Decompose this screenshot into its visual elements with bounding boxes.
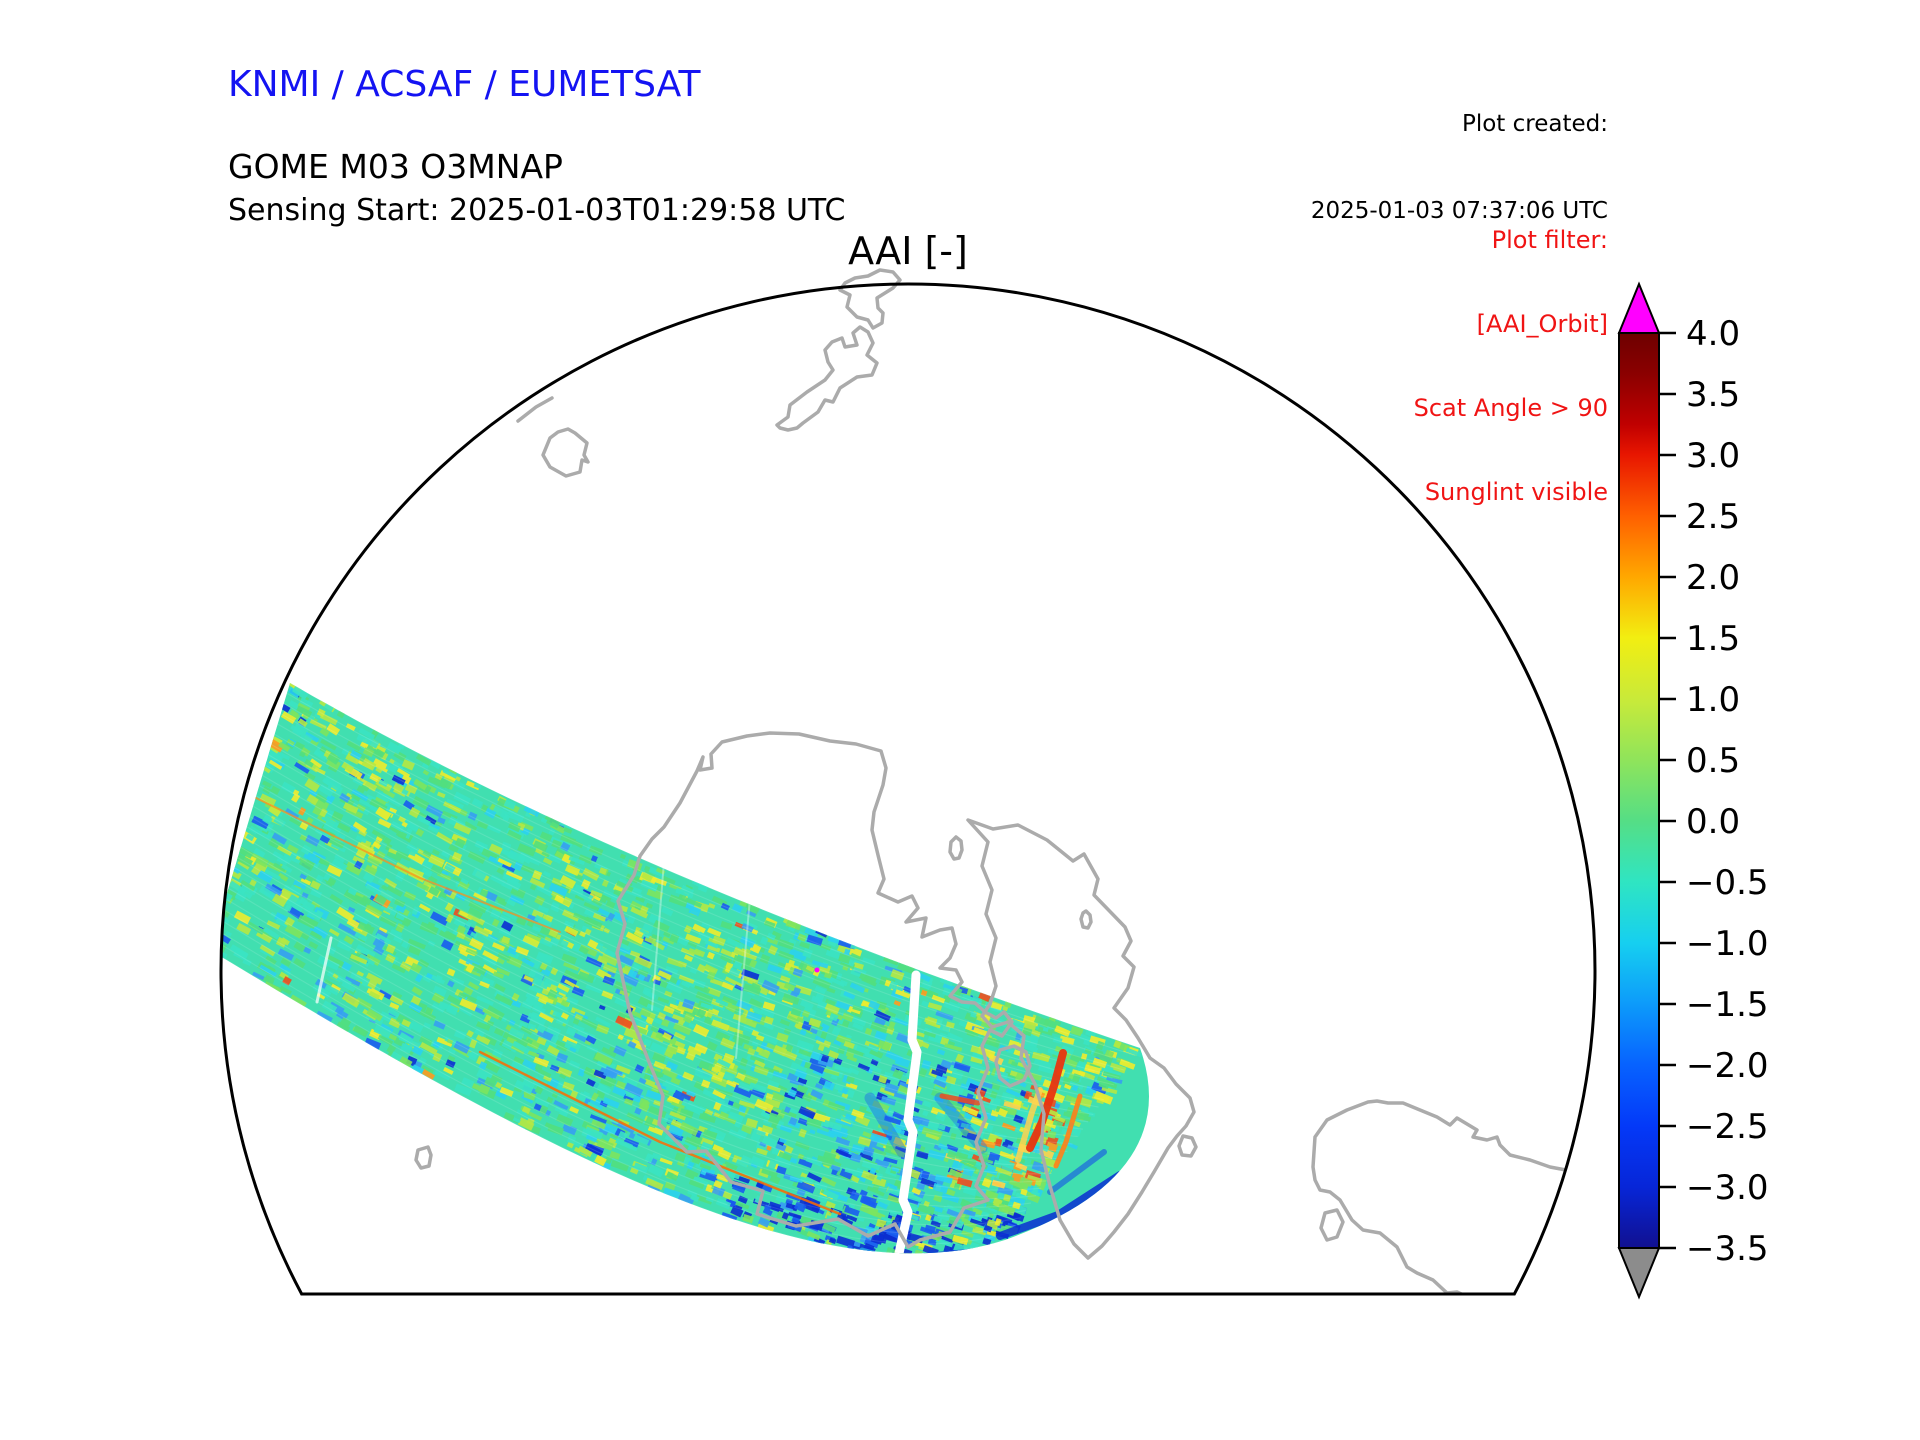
colorbar-tick-label: 3.0 [1686,436,1740,476]
coastline-islet-c [1177,1134,1198,1158]
header-brand: KNMI / ACSAF / EUMETSAT [228,64,701,105]
colorbar-tick-label: 0.5 [1686,741,1740,781]
swath-feature [478,1050,842,1216]
colorbar-over-triangle [1617,281,1661,334]
colorbar-tick-label: −1.0 [1686,924,1769,964]
swath-feature [893,970,922,1254]
colorbar-tick-label: 2.5 [1686,497,1740,537]
colorbar-tick-label: 0.0 [1686,802,1740,842]
map-layer [220,396,1568,1295]
plot-filter-title: Plot filter: [1491,226,1608,254]
colorbar-tick-label: −0.5 [1686,863,1769,903]
plot-filter-line-3: Sunglint visible [1424,478,1608,506]
plot-filter-line-2: Scat Angle > 90 [1413,394,1608,422]
colorbar-tick-label: −3.5 [1686,1229,1769,1269]
plot-created-block: Plot created: 2025-01-03 07:37:06 UTC [1311,52,1608,255]
plot-created-label: Plot created: [1461,111,1608,137]
swath-feature [249,794,561,933]
coastline-island-balleny [414,1145,433,1170]
coastline-ice-pond [994,1044,1032,1088]
coastline-nz-south-island [775,325,879,432]
colorbar-tick-label: 4.0 [1686,314,1740,354]
colorbar-tick-label: −3.0 [1686,1168,1769,1208]
coastline-nz-north-island [838,268,902,330]
map-title: AAI [-] [848,229,968,273]
swath-feature [651,861,665,1011]
sensing-start: Sensing Start: 2025-01-03T01:29:58 UTC [228,193,846,228]
coastline-australia-edge [516,396,554,423]
plot-filter-block: Plot filter: [AAI_Orbit] Scat Angle > 90… [1414,170,1608,534]
colorbar-under-triangle [1617,1247,1661,1300]
colorbar-tick-label: 2.0 [1686,558,1740,598]
coastline-tasmania [541,427,590,478]
coastline-south-america [1311,1099,1568,1295]
dome-boundary [219,282,1597,1296]
colorbar-tick-label: −1.5 [1686,985,1769,1025]
colorbar-tick-label: −2.0 [1686,1046,1769,1086]
plot-created-value: 2025-01-03 07:37:06 UTC [1310,198,1608,224]
product-title: GOME M03 O3MNAP [228,147,563,186]
colorbar-tick-label: 1.0 [1686,680,1740,720]
swath-feature [864,1092,908,1158]
swath-feature [735,897,751,1059]
coastline-antarctica-main [615,731,1014,1249]
coastline-islet-b [1079,909,1093,930]
swath-feature [1026,1049,1067,1152]
coastline-islet-a [948,835,964,861]
swath-feature [934,1092,988,1154]
colorbar: 4.0 3.5 3.0 2.5 2.0 1.5 1.0 0.5 0.0 −0.5 −1.0 −1.5 −… [1617,281,1769,1300]
coastline-antarctica-east [966,818,1196,1260]
swath-feature [1047,1149,1107,1195]
coastline-sa-island [1319,1208,1345,1242]
colorbar-tick-label: −2.5 [1686,1107,1769,1147]
aai-hotspot-dot [814,967,820,973]
plot-filter-line-1: [AAI_Orbit] [1476,310,1608,338]
swath-feature [315,936,333,1004]
swath-feature [939,1093,981,1106]
colorbar-gradient [1618,332,1660,1249]
swath-feature [1053,1093,1083,1169]
colorbar-tick-label: 3.5 [1686,375,1740,415]
colorbar-tick-label: 1.5 [1686,619,1740,659]
